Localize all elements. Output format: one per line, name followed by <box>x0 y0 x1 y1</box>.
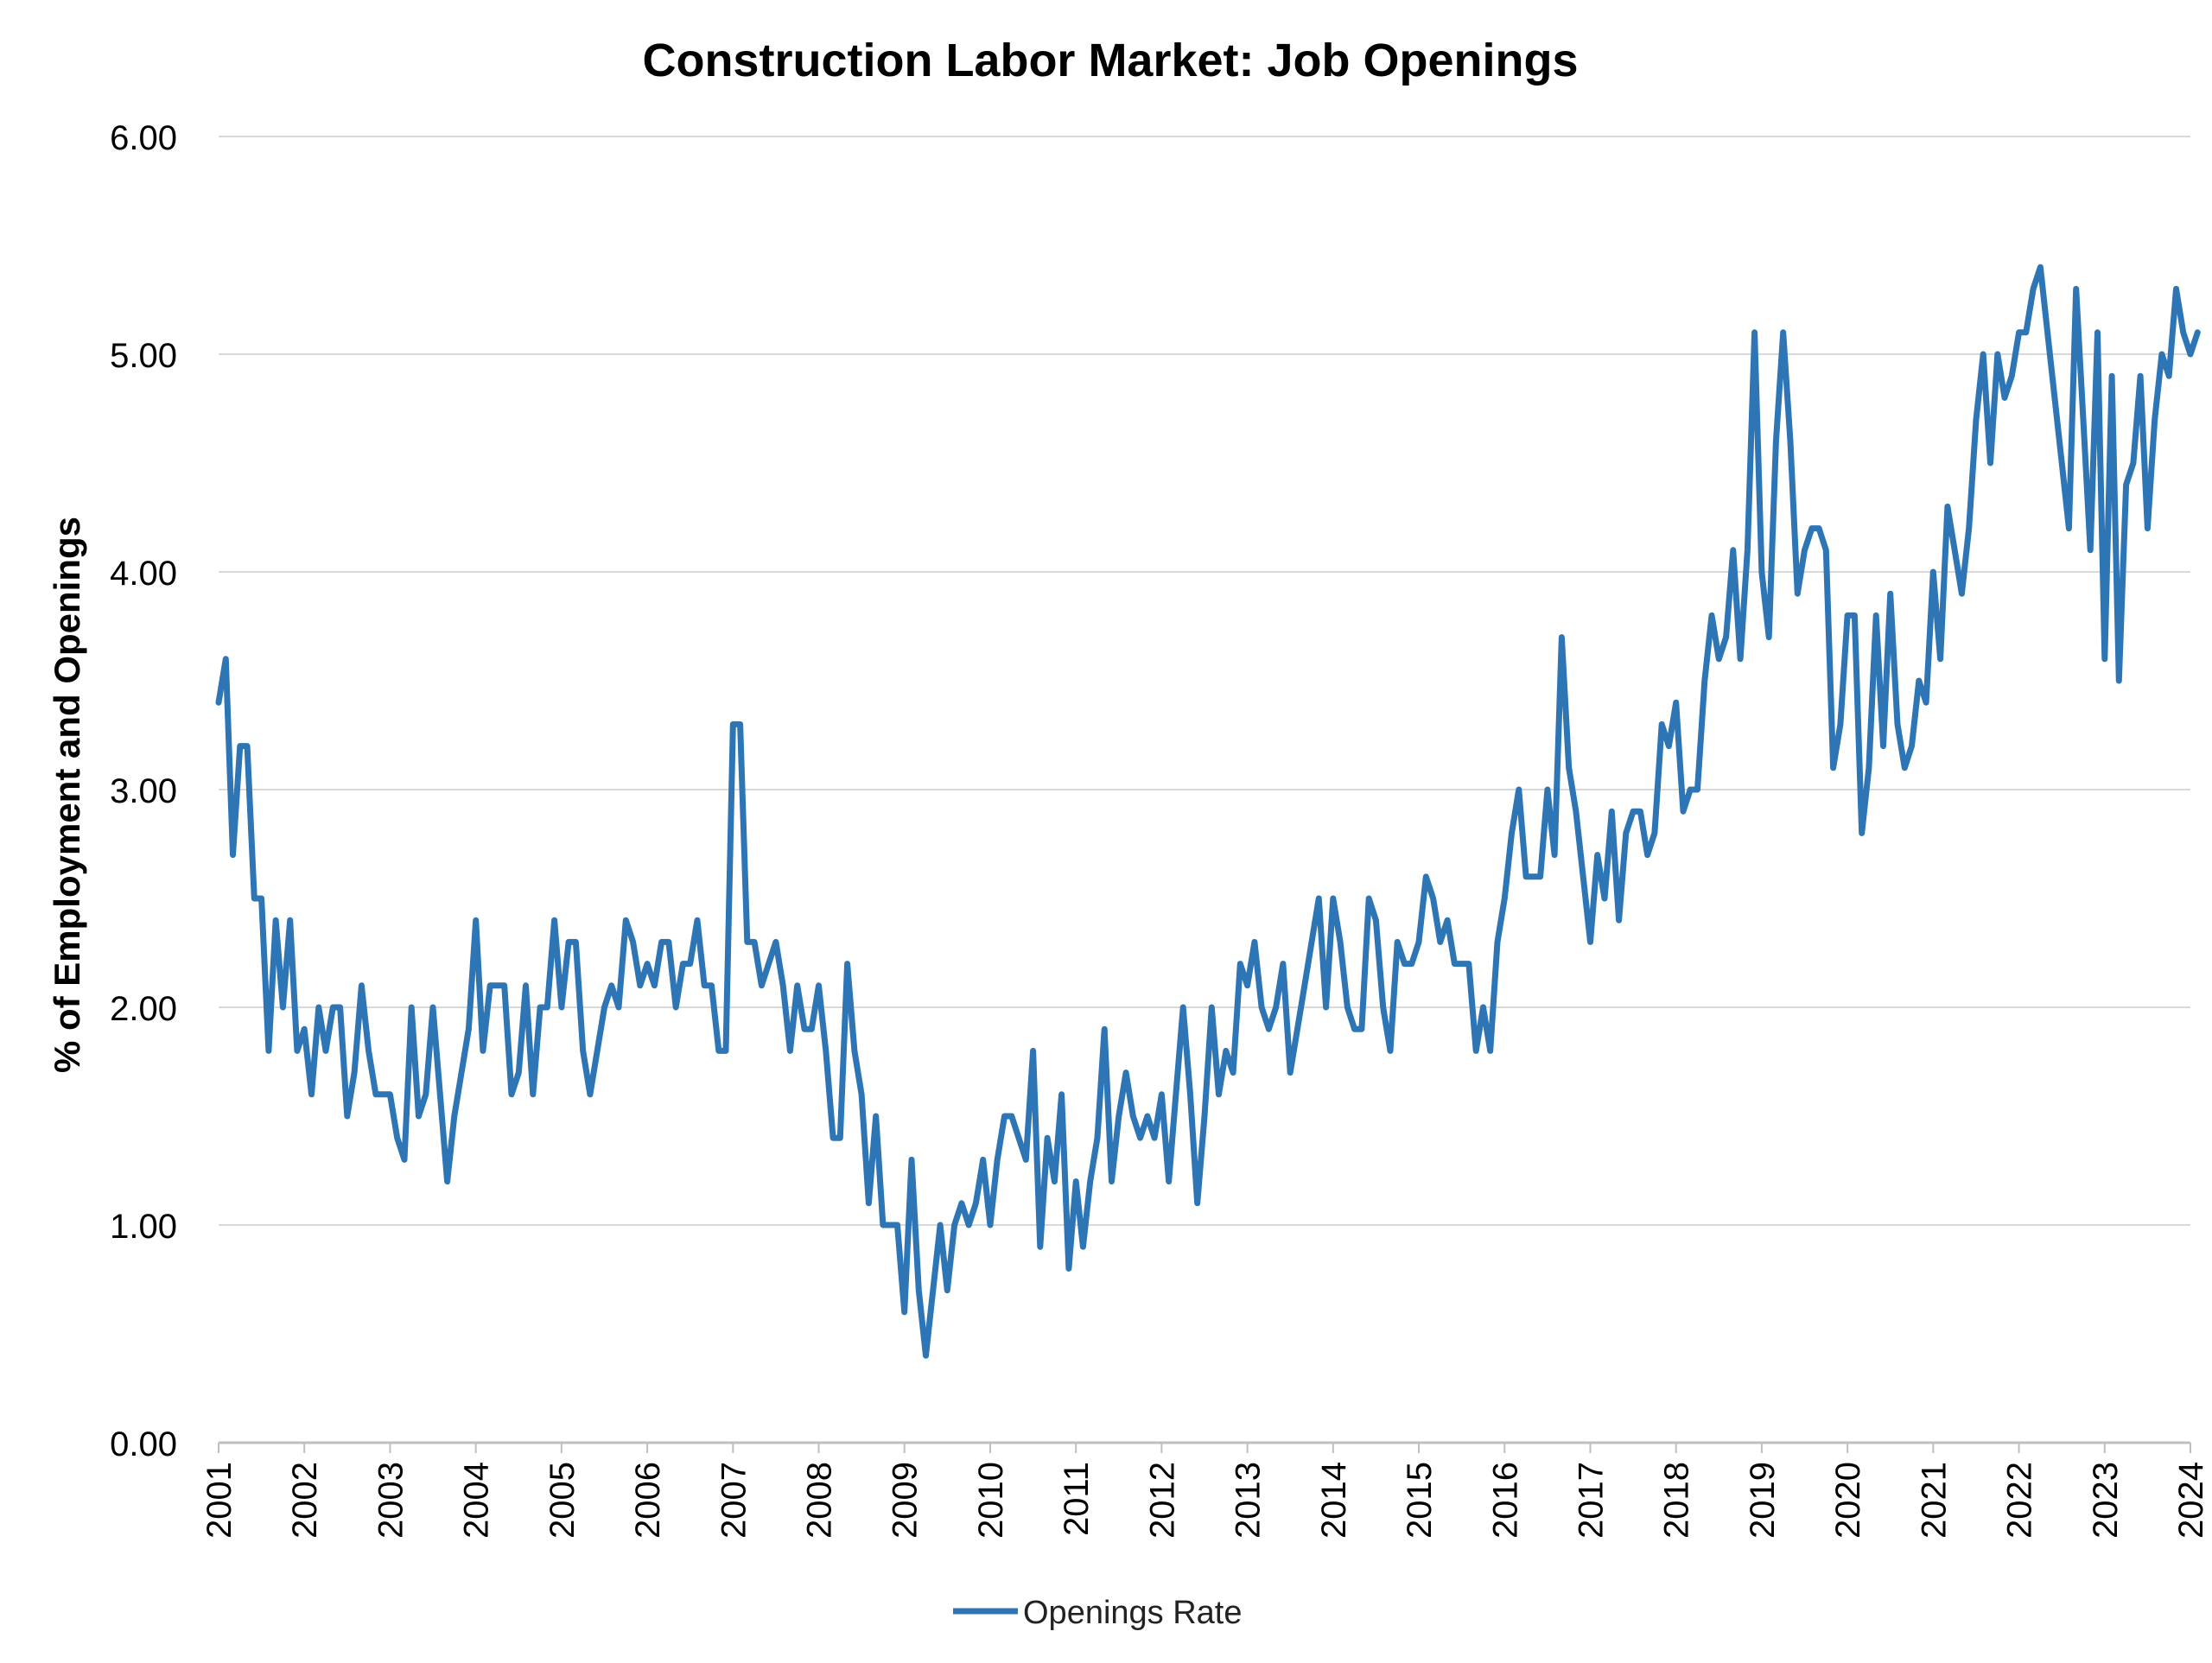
chart-title: Construction Labor Market: Job Openings <box>642 35 1578 86</box>
y-tick-label: 5.00 <box>110 337 177 375</box>
x-tick-label: 2009 <box>887 1462 925 1539</box>
y-tick-label: 0.00 <box>110 1425 177 1463</box>
x-tick-label: 2020 <box>1829 1462 1867 1539</box>
y-tick-label: 1.00 <box>110 1208 177 1246</box>
x-tick-label: 2005 <box>543 1462 582 1539</box>
y-axis-label: % of Employment and Openings <box>47 517 87 1073</box>
x-tick-label: 2003 <box>372 1462 410 1539</box>
y-tick-label: 4.00 <box>110 555 177 593</box>
x-tick-label: 2002 <box>286 1462 324 1539</box>
x-tick-label: 2021 <box>1915 1462 1953 1539</box>
x-tick-label: 2006 <box>629 1462 667 1539</box>
y-axis-ticks: 0.00 1.00 2.00 3.00 4.00 5.00 6.00 <box>110 119 177 1463</box>
x-tick-label: 2001 <box>200 1462 238 1539</box>
legend: Openings Rate <box>953 1595 1243 1631</box>
series-layer <box>215 263 2201 1359</box>
x-tick-label: 2018 <box>1658 1462 1696 1539</box>
x-tick-label: 2013 <box>1230 1462 1268 1539</box>
series-line-openings-rate <box>215 263 2201 1359</box>
x-tick-label: 2007 <box>715 1462 753 1539</box>
y-tick-label: 2.00 <box>110 990 177 1028</box>
x-tick-label: 2011 <box>1058 1462 1096 1536</box>
x-axis-ticks: 2001 2002 2003 2004 2005 2006 2007 2008 2009 2010… <box>200 1443 2210 1539</box>
x-tick-label: 2008 <box>801 1462 839 1539</box>
x-tick-label: 2014 <box>1315 1462 1353 1539</box>
x-tick-label: 2019 <box>1744 1462 1782 1539</box>
x-tick-label: 2016 <box>1486 1462 1524 1539</box>
x-tick-label: 2012 <box>1143 1462 1181 1539</box>
x-tick-label: 2015 <box>1401 1462 1439 1539</box>
x-tick-label: 2023 <box>2087 1462 2125 1539</box>
x-tick-label: 2022 <box>2001 1462 2039 1539</box>
x-tick-label: 2010 <box>972 1462 1010 1539</box>
x-tick-label: 2017 <box>1572 1462 1610 1539</box>
y-tick-label: 6.00 <box>110 119 177 157</box>
legend-label-openings-rate: Openings Rate <box>1023 1595 1243 1631</box>
y-tick-label: 3.00 <box>110 772 177 810</box>
x-tick-label: 2004 <box>458 1462 496 1539</box>
x-tick-label: 2024 <box>2172 1462 2210 1539</box>
